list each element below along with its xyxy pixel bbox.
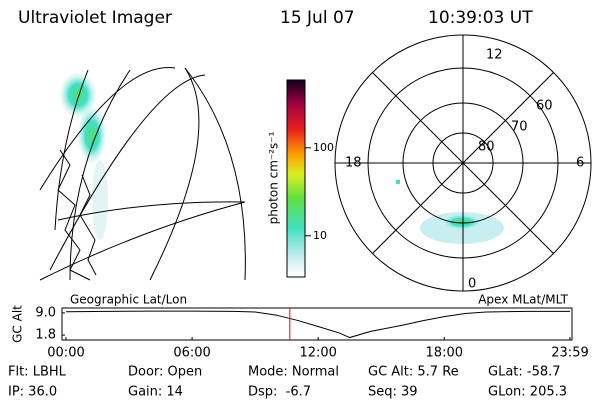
info-item: Mode: Normal: [248, 365, 339, 380]
title: Ultraviolet Imager: [18, 8, 172, 28]
date: 15 Jul 07: [280, 8, 355, 28]
mlt-label: 12: [486, 48, 503, 63]
x-tick-label: 06:00: [173, 346, 210, 361]
colorbar-label: photon cm⁻²s⁻¹: [267, 131, 281, 224]
annotation: Apex MLat/MLT: [478, 293, 568, 307]
mlt-label: 6: [576, 156, 584, 171]
y-tick-label: 9.0: [35, 305, 56, 320]
lat-label: 70: [511, 120, 528, 135]
info-item: Flt: LBHL: [8, 365, 67, 380]
y-tick-label: 1.8: [35, 328, 56, 343]
annotation: Geographic Lat/Lon: [70, 293, 187, 307]
info-item: GLat: -58.7: [488, 365, 561, 380]
x-tick-label: 23:59: [551, 346, 588, 361]
altitude-line: [65, 310, 570, 339]
info-item: GC Alt: 5.7 Re: [368, 365, 459, 380]
mlt-label: 0: [468, 277, 476, 292]
info-item: Gain: 14: [128, 385, 183, 400]
lat-label: 80: [478, 140, 495, 155]
colorbar-tick-label: 10: [313, 229, 327, 242]
lat-label: 60: [536, 99, 553, 114]
colorbar-tick-label: 100: [313, 141, 334, 154]
time: 10:39:03 UT: [428, 8, 533, 28]
colorbar: [286, 79, 306, 278]
y-axis-label: GC Alt: [11, 305, 25, 343]
altitude-frame: [61, 307, 573, 341]
info-item: Seq: 39: [368, 385, 418, 400]
footer: Flt: LBHL IP: 36.0 Door: Open Gain: 14 Mode:…: [8, 365, 567, 400]
x-tick-label: 00:00: [47, 346, 84, 361]
geo-map: [39, 67, 246, 281]
x-tick-label: 18:00: [426, 346, 463, 361]
polar-plot: 12 6 0 18 80 70 60: [334, 34, 592, 292]
mlt-label: 18: [345, 156, 362, 171]
info-item: GLon: 205.3: [488, 385, 567, 400]
x-tick-label: 12:00: [299, 346, 336, 361]
info-item: IP: 36.0: [8, 385, 57, 400]
info-item: Door: Open: [128, 365, 202, 380]
info-item: Dsp: -6.7: [248, 385, 311, 400]
